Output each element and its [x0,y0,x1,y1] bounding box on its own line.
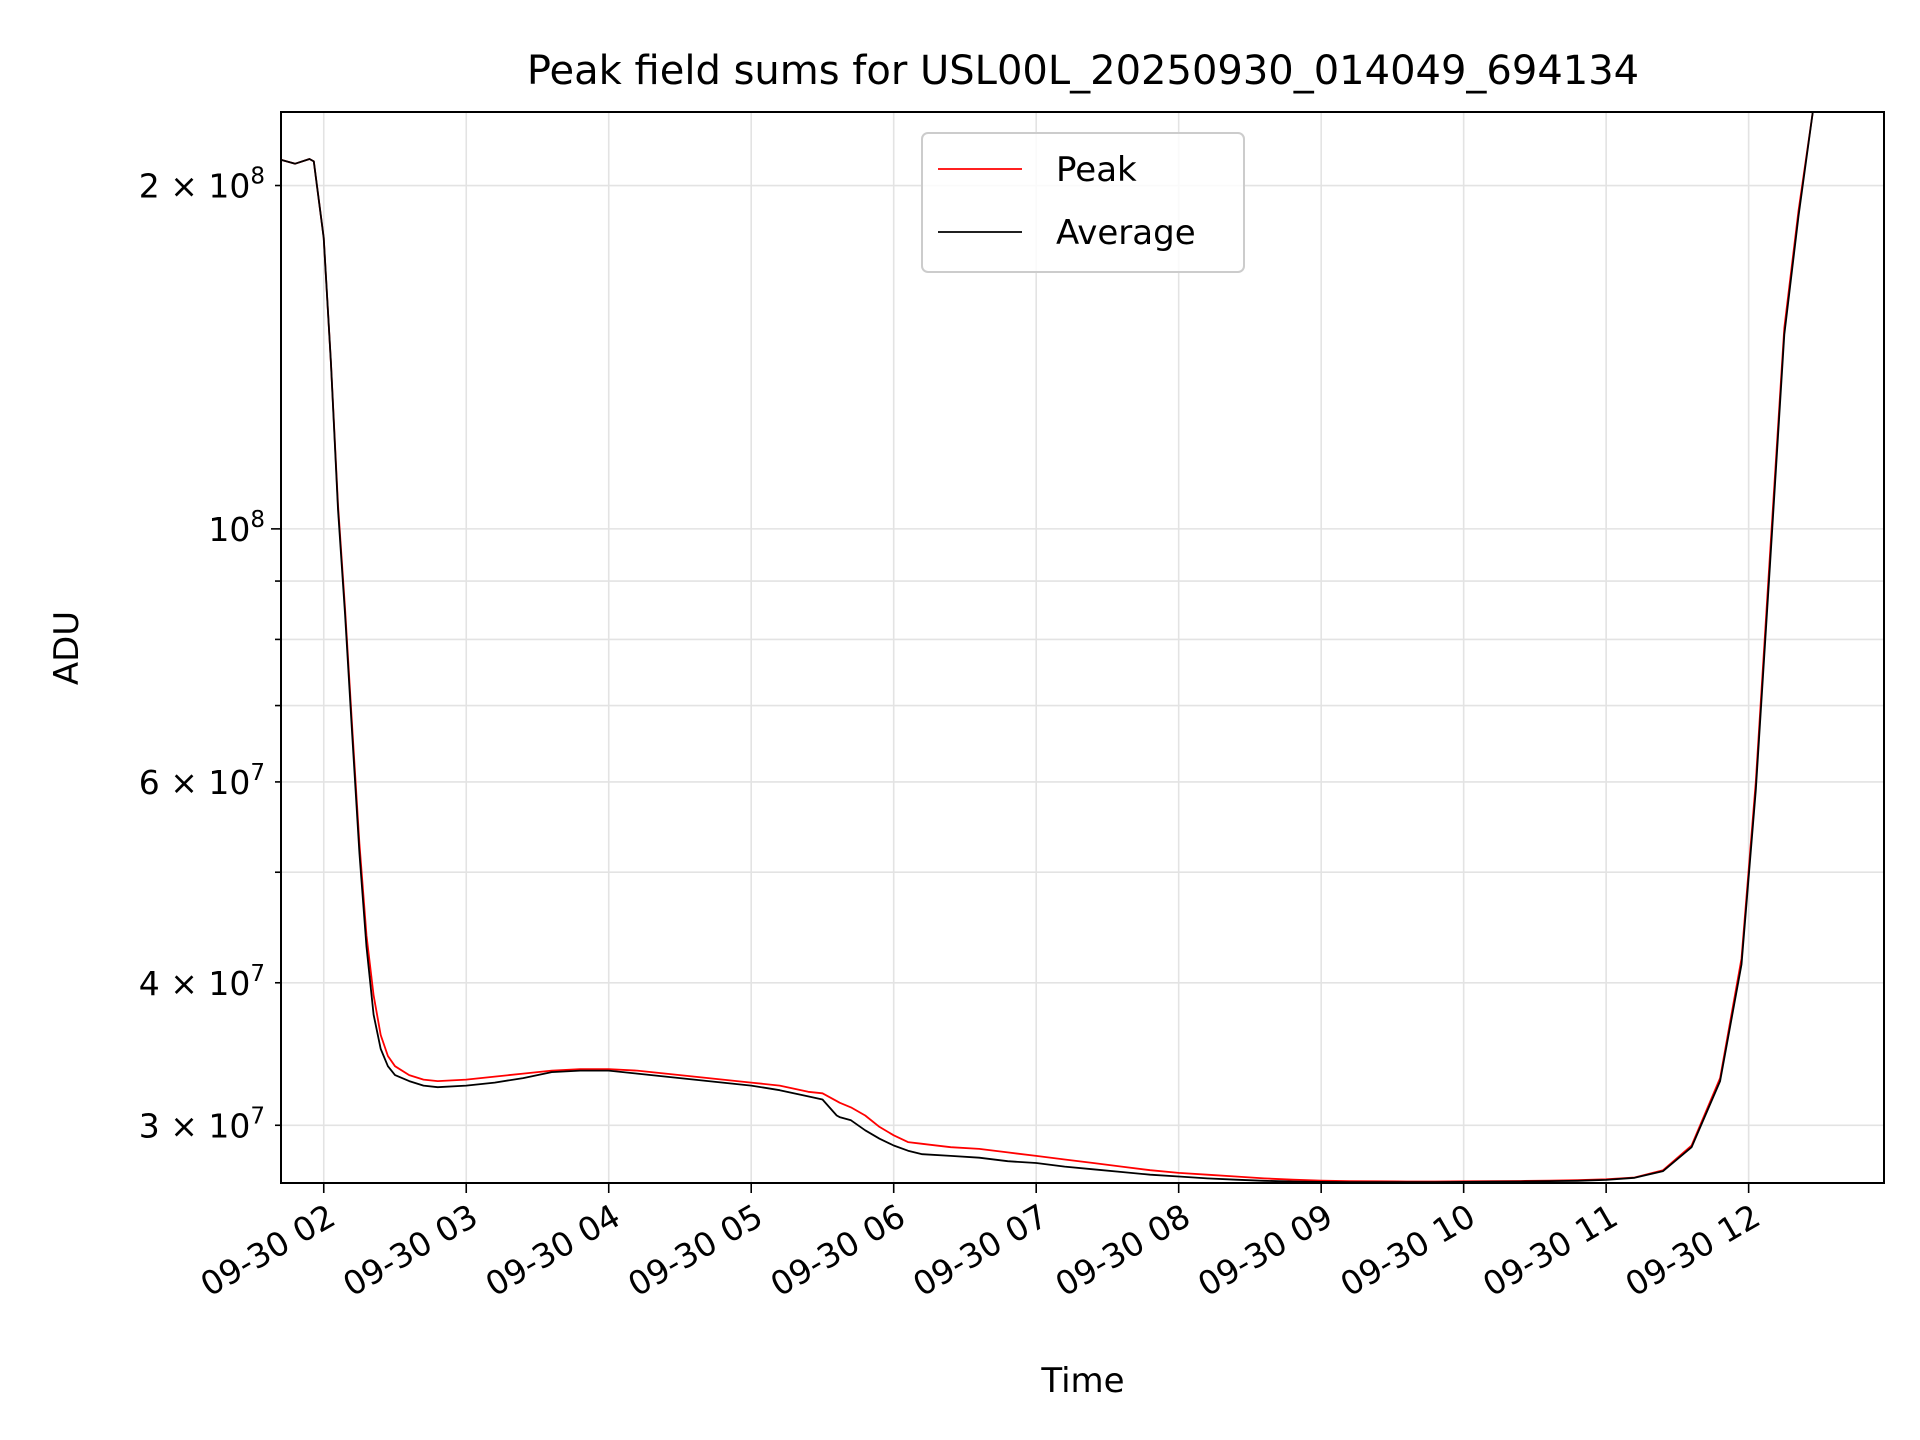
y-tick-label: 4 × 107 [139,961,265,1003]
y-tick-label: 3 × 107 [139,1103,265,1145]
chart-title: Peak field sums for USL00L_20250930_0140… [527,48,1639,94]
grid [281,112,1884,1183]
y-tick-label: 108 [208,507,265,549]
plot-frame [280,111,1885,1184]
legend-label-peak: Peak [1056,150,1137,190]
series-line-average [281,112,1814,1183]
y-axis-label: ADU [47,611,87,685]
series-layer [281,112,1814,1183]
legend-label-average: Average [1056,213,1196,253]
y-tick-label: 2 × 108 [139,164,265,206]
y-tick-label: 6 × 107 [139,760,265,802]
legend-frame [921,132,1245,273]
legend: Peak Average [921,132,1245,273]
y-axis: 108 3 × 107 4 × 107 6 × 107 2 × 108 [139,164,281,1145]
x-axis-label: Time [1040,1361,1124,1401]
